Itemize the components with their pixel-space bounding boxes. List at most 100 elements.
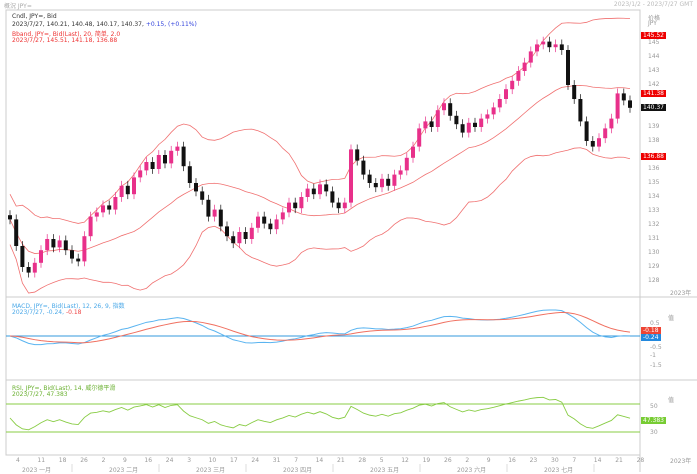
last-price-badge: 140.37: [641, 103, 666, 111]
candle-body: [14, 219, 19, 246]
date-tick: 14: [315, 457, 324, 464]
date-tick: 17: [230, 457, 238, 464]
candle-body: [181, 146, 186, 167]
rsi-axis-label: 值: [668, 397, 675, 404]
candle-body: [566, 50, 570, 85]
candle-body: [485, 114, 490, 119]
candle-body: [423, 121, 428, 129]
price-tick: 134: [648, 193, 660, 200]
price-axis-unit: JPY: [648, 20, 657, 27]
candle-body: [150, 162, 155, 169]
candle-body: [107, 205, 112, 210]
candle-body: [621, 93, 626, 101]
price-tick: 139: [648, 123, 660, 130]
candle-body: [535, 44, 539, 52]
bband-lower-badge: 136.88: [641, 152, 666, 160]
date-tick: 23: [529, 457, 538, 464]
candle-body: [429, 121, 434, 127]
candle-body: [287, 202, 291, 213]
candle-body: [132, 177, 136, 195]
change-value: +0.15, (+0.11%): [145, 21, 197, 28]
bband-upper-badge: 145.52: [641, 31, 666, 39]
candle-body: [553, 44, 558, 48]
candle-body: [479, 118, 484, 127]
candle-body: [237, 232, 242, 244]
candle-body: [504, 89, 508, 99]
candle-body: [547, 41, 552, 48]
axis-footer: 2023年: [670, 458, 692, 465]
date-tick: 31: [272, 457, 281, 464]
candle-body: [603, 128, 608, 139]
candle-body: [342, 202, 347, 209]
candle-body: [380, 178, 384, 188]
candle-body: [45, 239, 50, 251]
macd-value-badge: -0.24: [641, 334, 661, 341]
candle-body: [578, 99, 583, 122]
macd-value: 2023/7/27, -0.24,: [12, 309, 65, 316]
candle-body: [299, 197, 304, 209]
candle-body: [522, 62, 527, 71]
candle-body: [113, 197, 118, 210]
candle-body: [32, 262, 37, 273]
candle-body: [386, 178, 391, 186]
date-tick: 16: [144, 457, 153, 464]
candle-body: [584, 121, 589, 141]
rsi-tick: 30: [650, 429, 658, 436]
date-tick: 7: [294, 457, 299, 464]
date-tick: 9: [123, 457, 127, 464]
date-tick: 30: [551, 457, 559, 464]
date-tick: 21: [337, 457, 345, 464]
price-tick: 131: [648, 235, 660, 242]
date-tick: 19: [422, 457, 431, 464]
candle-body: [20, 246, 25, 267]
candle-body: [559, 44, 564, 50]
candle-body: [491, 107, 496, 115]
ohlc-values: 2023/7/27, 140.21, 140.48, 140.17, 140.3…: [12, 21, 144, 28]
candle-body: [218, 209, 223, 227]
rsi-legend-title: RSI, JPY=, Bid(Last), 14, 威尔德平滑: [12, 385, 116, 392]
rsi-value-badge: 47.383: [641, 417, 666, 424]
price-tick: 145: [648, 39, 660, 46]
price-legend-values: 2023/7/27, 140.21, 140.48, 140.17, 140.3…: [12, 21, 197, 28]
macd-legend-title: MACD, JPY=, Bid(Last), 12, 26, 9, 指数: [12, 303, 125, 310]
bband-lower: [9, 147, 631, 294]
macd-axis-label: 值: [668, 315, 675, 322]
candle-body: [212, 209, 217, 217]
candle-body: [318, 184, 322, 195]
candle-body: [615, 93, 620, 119]
candle-body: [206, 199, 211, 217]
date-tick: 11: [37, 457, 46, 464]
price-tick: 130: [648, 249, 660, 256]
date-tick: 28: [358, 457, 367, 464]
candle-body: [609, 118, 614, 129]
month-label: 2023 七月: [544, 467, 574, 474]
candle-body: [194, 183, 198, 192]
candle-body: [249, 227, 254, 239]
macd-line: [9, 309, 631, 346]
month-label: 2023 二月: [109, 467, 139, 474]
date-tick: 14: [593, 457, 602, 464]
candle-body: [311, 188, 316, 195]
candle-body: [590, 141, 595, 147]
candle-body: [187, 166, 192, 183]
price-tick: 128: [648, 277, 660, 284]
date-tick: 9: [486, 457, 491, 464]
candle-body: [361, 160, 366, 175]
candle-body: [367, 174, 372, 183]
date-tick: 16: [508, 457, 516, 464]
macd-tick: 0.5: [650, 320, 660, 327]
price-tick: 135: [648, 179, 660, 186]
month-label: 2023 四月: [283, 467, 313, 474]
candle-body: [454, 115, 459, 125]
candle-body: [435, 110, 440, 127]
candle-body: [274, 219, 279, 230]
candle-body: [225, 226, 229, 237]
candle-body: [57, 240, 62, 248]
month-label: 2023 三月: [196, 467, 226, 474]
rsi-legend-values: 2023/7/27, 47.383: [12, 391, 68, 398]
candle-body: [70, 250, 74, 259]
date-tick: 7: [572, 457, 577, 464]
candle-body: [466, 122, 471, 133]
candle-body: [473, 122, 477, 127]
